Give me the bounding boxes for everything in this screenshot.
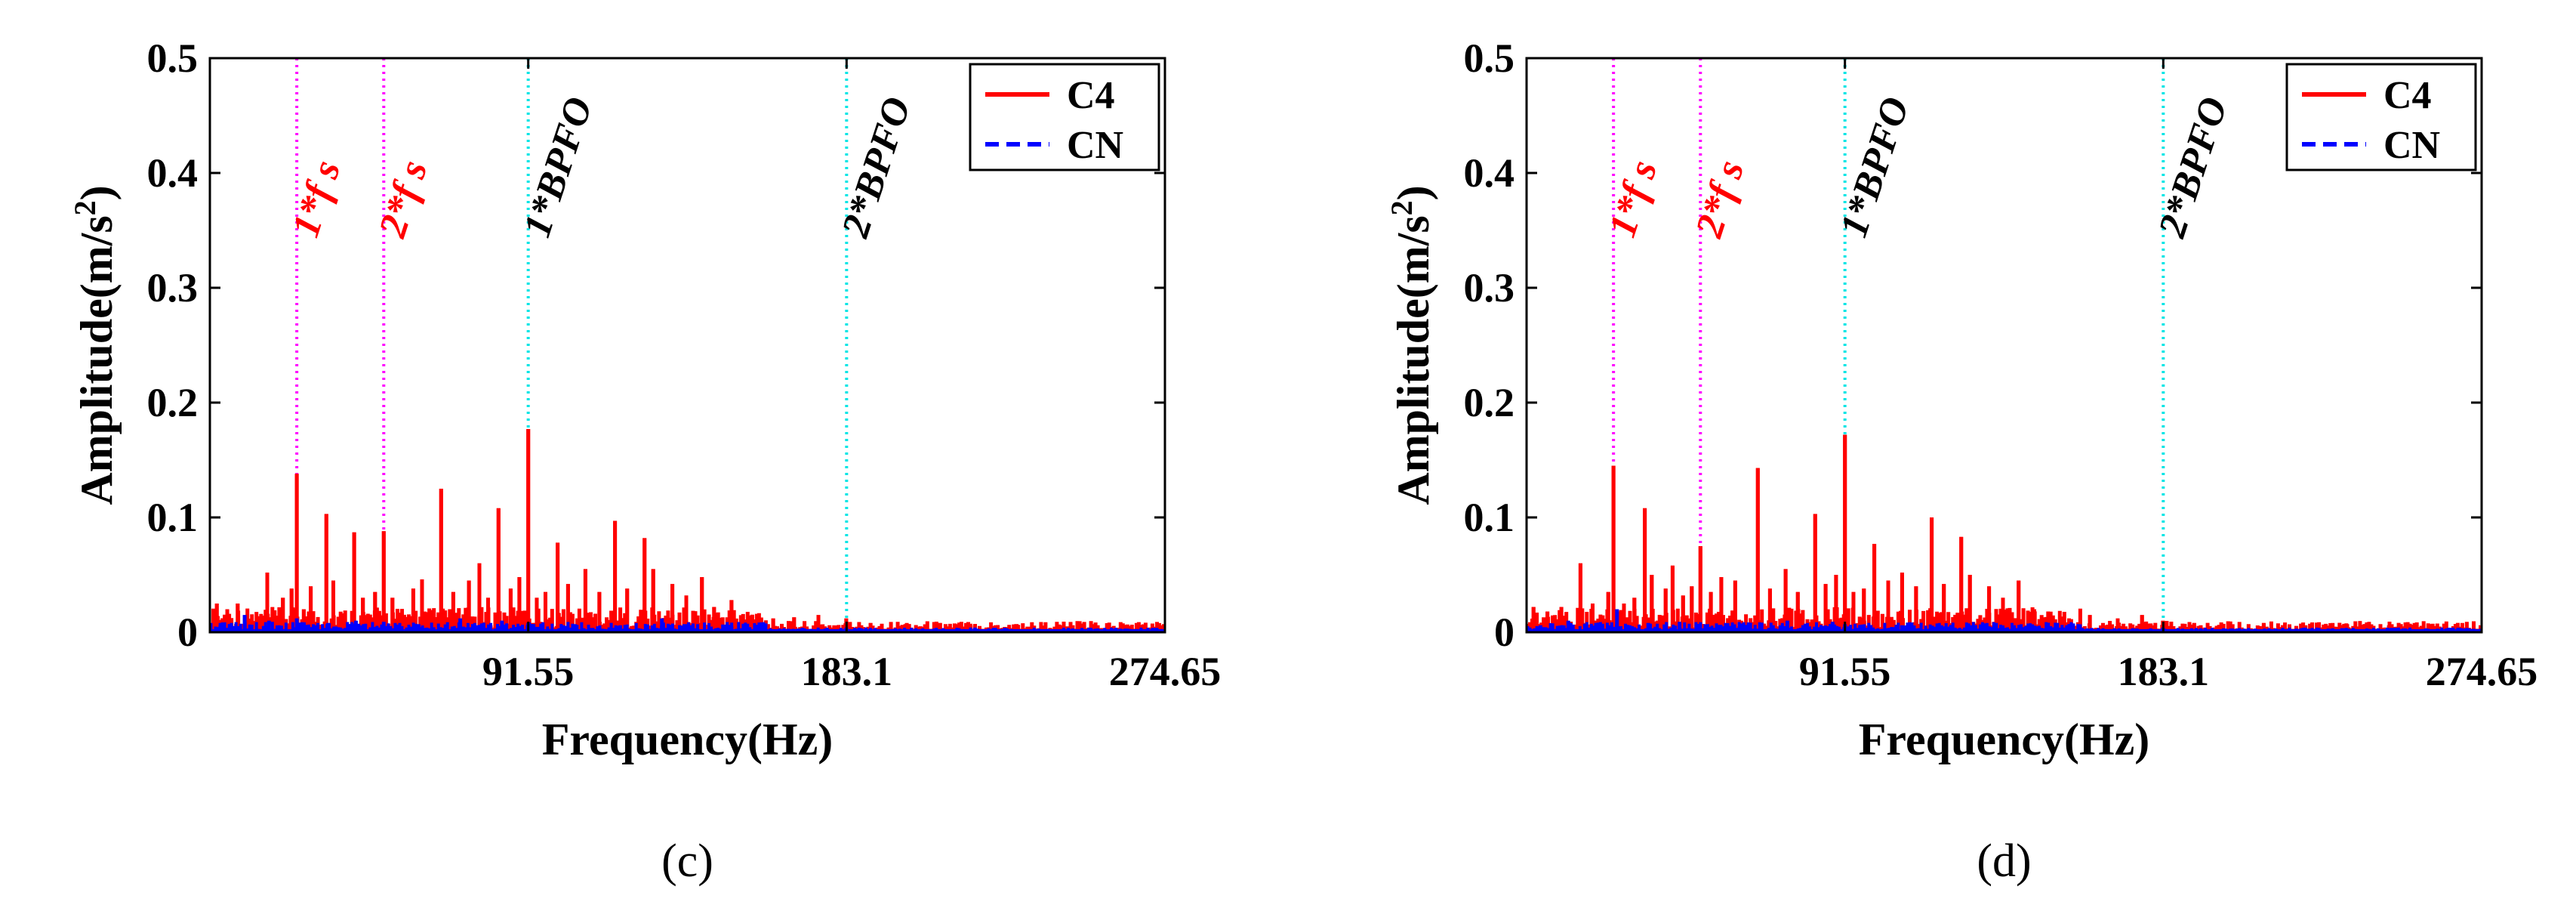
legend-label-cn: CN xyxy=(2383,124,2440,167)
y-tick-label: 0 xyxy=(177,610,198,655)
y-tick-label: 0.5 xyxy=(1464,36,1515,81)
x-tick-label: 274.65 xyxy=(1109,649,1222,694)
series-cn xyxy=(1526,609,2482,632)
legend: C4 CN xyxy=(969,63,1160,171)
y-axis-label-superscript: 2 xyxy=(68,200,102,215)
y-axis-label: Amplitude(m/s2) xyxy=(1385,185,1439,505)
y-tick-label: 0.3 xyxy=(1464,265,1515,310)
y-tick-label: 0.5 xyxy=(147,36,199,81)
legend-label-cn: CN xyxy=(1067,124,1123,167)
y-tick-label: 0.4 xyxy=(147,150,199,196)
y-axis-label-close: ) xyxy=(72,185,122,200)
panel-label: (c) xyxy=(661,835,713,887)
x-tick-label: 91.55 xyxy=(482,649,575,694)
legend-label-c4: C4 xyxy=(1067,74,1115,117)
y-tick-label: 0 xyxy=(1494,610,1514,655)
y-axis-label-main: Amplitude(m/s xyxy=(72,215,122,505)
x-tick-label: 274.65 xyxy=(2426,649,2538,694)
panel-label: (d) xyxy=(1977,835,2031,887)
legend-box xyxy=(2285,63,2477,171)
x-tick-label: 183.1 xyxy=(2118,649,2210,694)
legend-box xyxy=(969,63,1160,171)
y-tick-label: 0.1 xyxy=(1464,495,1515,540)
plot-frame xyxy=(208,57,1166,634)
legend: C4 CN xyxy=(2285,63,2477,171)
y-tick-label: 0.1 xyxy=(147,495,199,540)
x-axis-label: Frequency(Hz) xyxy=(1859,715,2149,764)
y-tick-label: 0.2 xyxy=(1464,380,1515,425)
legend-label-c4: C4 xyxy=(2383,74,2432,117)
plot-frame xyxy=(1525,57,2483,634)
y-axis-label-main: Amplitude(m/s xyxy=(1388,215,1438,505)
y-axis-label-close: ) xyxy=(1388,185,1438,200)
x-tick-label: 91.55 xyxy=(1799,649,1891,694)
y-axis-label: Amplitude(m/s2) xyxy=(68,185,122,505)
y-tick-label: 0.4 xyxy=(1464,150,1515,196)
x-axis-label: Frequency(Hz) xyxy=(542,715,833,764)
y-tick-label: 0.2 xyxy=(147,380,199,425)
y-axis-label-superscript: 2 xyxy=(1385,200,1419,215)
x-tick-label: 183.1 xyxy=(801,649,893,694)
y-tick-label: 0.3 xyxy=(147,265,199,310)
